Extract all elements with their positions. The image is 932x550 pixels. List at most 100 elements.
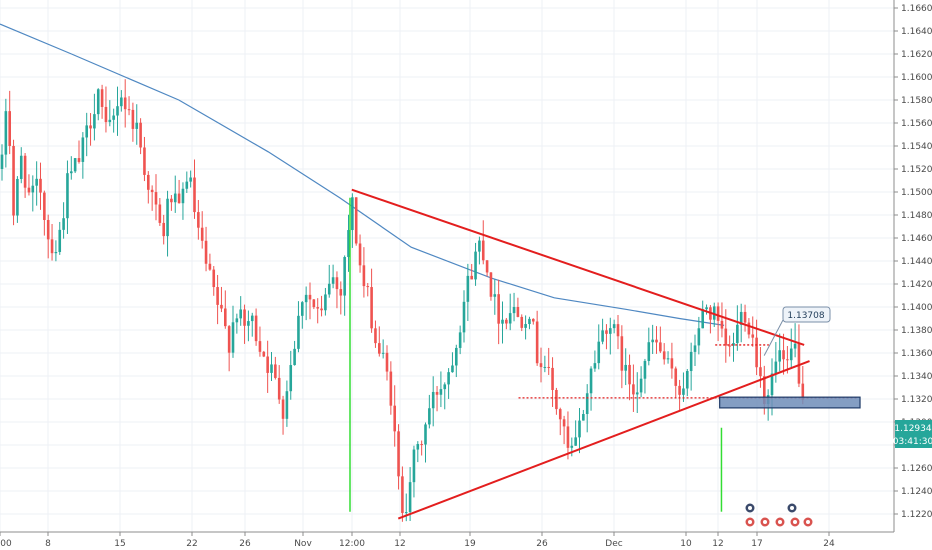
candle-body bbox=[27, 187, 31, 193]
y-tick-label: 1.15600 bbox=[901, 119, 932, 129]
candle-body bbox=[435, 391, 439, 395]
candle-body bbox=[578, 420, 581, 438]
candle-body bbox=[712, 306, 716, 320]
candle-body bbox=[185, 181, 189, 189]
candle-body bbox=[250, 315, 254, 322]
candle-body bbox=[135, 122, 139, 129]
candle-body bbox=[497, 294, 500, 324]
event-icon-2[interactable] bbox=[786, 502, 798, 514]
x-tick-label: 10 bbox=[680, 539, 692, 549]
y-tick-label: 1.15400 bbox=[901, 142, 932, 152]
candle-body bbox=[131, 109, 135, 129]
candle-body bbox=[297, 315, 300, 349]
candle-body bbox=[235, 318, 239, 323]
candle-body bbox=[93, 114, 96, 129]
x-tick-label: 8 bbox=[45, 539, 51, 549]
y-tick-label: 1.16400 bbox=[901, 27, 932, 37]
event-icon-4[interactable] bbox=[759, 516, 771, 528]
candle-body bbox=[466, 275, 470, 302]
candle-body bbox=[439, 389, 443, 395]
candle-body bbox=[181, 188, 185, 204]
candle-body bbox=[258, 341, 262, 352]
candle-body bbox=[786, 359, 789, 361]
x-tick-label: Dec bbox=[605, 539, 622, 549]
callout-box bbox=[782, 306, 831, 323]
candle-body bbox=[455, 347, 458, 366]
candle-body bbox=[478, 240, 481, 252]
candle-body bbox=[50, 239, 54, 254]
candle-body bbox=[31, 185, 35, 193]
y-tick-label: 1.14800 bbox=[901, 211, 932, 221]
candle-body bbox=[412, 449, 416, 483]
candle-body bbox=[755, 337, 758, 368]
candle-body bbox=[512, 306, 516, 314]
candle-body bbox=[528, 318, 531, 325]
candle-body bbox=[770, 373, 774, 396]
event-icons[interactable] bbox=[744, 502, 814, 528]
event-icon-2[interactable] bbox=[802, 516, 814, 528]
candle-body bbox=[224, 308, 227, 327]
candle-body bbox=[516, 306, 520, 317]
candle-body bbox=[393, 405, 396, 432]
event-icon-1[interactable] bbox=[789, 516, 801, 528]
candle-body bbox=[12, 145, 15, 216]
candle-body bbox=[104, 106, 108, 123]
candle-body bbox=[782, 350, 785, 360]
moving-average bbox=[0, 23, 725, 326]
event-icon-5[interactable] bbox=[774, 516, 786, 528]
candle-body bbox=[327, 283, 331, 295]
time-axis[interactable] bbox=[0, 531, 932, 550]
candle-body bbox=[655, 339, 658, 343]
candle-body bbox=[70, 171, 73, 174]
x-tick-label: 15 bbox=[114, 539, 125, 549]
candle-body bbox=[705, 307, 708, 310]
candle-body bbox=[189, 177, 192, 182]
candle-body bbox=[401, 476, 404, 513]
candle-body bbox=[574, 437, 577, 446]
candle-body bbox=[716, 306, 720, 321]
candle-body bbox=[535, 321, 539, 364]
candle-body bbox=[316, 307, 319, 309]
candle-body bbox=[197, 212, 200, 228]
candle-body bbox=[651, 339, 654, 343]
event-icon-3[interactable] bbox=[744, 516, 756, 528]
candle-body bbox=[96, 89, 100, 115]
candle-body bbox=[659, 342, 662, 352]
candle-body bbox=[689, 351, 693, 372]
candle-body bbox=[320, 308, 323, 311]
candle-body bbox=[763, 376, 766, 405]
candle-body bbox=[173, 193, 177, 203]
candle-body bbox=[166, 198, 169, 237]
candle-body bbox=[289, 365, 293, 392]
x-tick-label: 26 bbox=[239, 539, 251, 549]
candle-body bbox=[505, 319, 508, 324]
candle-body bbox=[216, 287, 219, 305]
candle-body bbox=[562, 419, 566, 427]
candle-body bbox=[374, 328, 377, 344]
candle-body bbox=[351, 197, 354, 231]
candle-body bbox=[39, 178, 42, 193]
candle-body bbox=[551, 367, 554, 390]
event-icon-1[interactable] bbox=[744, 502, 756, 514]
y-tick-label: 1.16600 bbox=[901, 4, 932, 14]
x-axis-ticks: 00 8 15 22 26 Nov 12:00 12 19 26 Dec 10 12 17 24 bbox=[0, 532, 835, 549]
candle-body bbox=[200, 227, 204, 241]
candle-body bbox=[335, 277, 339, 290]
candle-body bbox=[666, 358, 670, 360]
candle-body bbox=[508, 313, 512, 324]
candle-body bbox=[150, 189, 154, 193]
candle-body bbox=[416, 444, 420, 450]
price-callout[interactable]: 1.13708 bbox=[763, 306, 831, 356]
candle-body bbox=[285, 391, 289, 419]
candle-body bbox=[485, 260, 489, 273]
candle-body bbox=[4, 111, 8, 155]
candle-body bbox=[247, 321, 250, 326]
vertical-markers bbox=[349, 197, 723, 512]
candle-body bbox=[589, 368, 593, 394]
x-tick-label: 26 bbox=[536, 539, 548, 549]
candle-body bbox=[0, 154, 4, 169]
countdown-label: 03:41:30 bbox=[893, 437, 932, 447]
candle-body bbox=[458, 332, 462, 348]
